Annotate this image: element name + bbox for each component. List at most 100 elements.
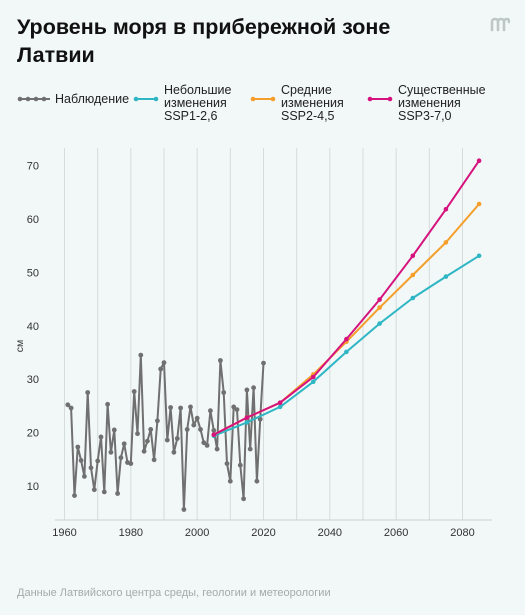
y-axis-label: см (14, 340, 26, 352)
x-tick-label: 2080 (450, 527, 474, 539)
data-point (377, 297, 382, 302)
chart-grid (55, 148, 492, 521)
data-point (111, 427, 117, 433)
y-tick-label: 30 (27, 374, 39, 386)
chart-title: Уровень моря в прибережной зоне Латвии (17, 15, 391, 67)
legend-label-line: Наблюдение (55, 92, 130, 106)
data-point (121, 441, 127, 447)
data-point (214, 446, 220, 452)
x-tick-label: 2000 (185, 527, 209, 539)
data-point (277, 400, 283, 406)
data-point (168, 405, 174, 410)
chart-series (65, 158, 482, 512)
data-point (198, 427, 203, 432)
legend-label-line: изменения (164, 96, 227, 110)
series-ssp370 (211, 158, 482, 438)
legend-label-line: изменения (398, 96, 461, 110)
data-point (181, 507, 187, 512)
source-note: Данные Латвийского центра среды, геологи… (17, 587, 331, 599)
data-point (377, 321, 382, 326)
data-point (241, 496, 247, 502)
legend-marker-ssp126 (133, 96, 159, 102)
legend-label-line: SSP2-4,5 (281, 109, 335, 123)
data-point (277, 404, 283, 410)
data-point (68, 405, 74, 411)
sea-level-chart: 10 20 30 40 50 60 70 1960 1980 2000 2020 2040 2060 2… (14, 148, 492, 539)
data-point (257, 416, 263, 422)
legend-label-line: SSP3-7,0 (398, 109, 452, 123)
legend-label: Средние изменения SSP2-4,5 (281, 84, 344, 123)
data-point (101, 489, 107, 495)
data-point (128, 461, 134, 466)
data-point (221, 390, 227, 395)
data-point (184, 427, 190, 432)
data-point (410, 272, 416, 278)
y-tick-label: 20 (27, 428, 39, 440)
x-tick-label: 2060 (384, 527, 408, 539)
data-point (227, 478, 233, 484)
data-point (91, 487, 97, 493)
data-point (151, 457, 157, 463)
data-point (261, 360, 266, 366)
x-tick-label: 2040 (318, 527, 342, 539)
legend-label: Существенные изменения SSP3-7,0 (398, 84, 486, 123)
data-point (88, 465, 94, 471)
legend-label-line: Существенные (398, 83, 486, 97)
data-point (244, 415, 250, 420)
data-point (244, 387, 250, 393)
data-point (211, 432, 217, 438)
data-point (158, 366, 164, 372)
data-point (476, 253, 482, 259)
y-tick-label: 70 (27, 161, 39, 173)
data-point (148, 427, 154, 432)
x-tick-label: 1960 (52, 527, 76, 539)
data-point (311, 374, 316, 380)
series-obs (65, 352, 266, 512)
data-point (141, 448, 147, 454)
data-point (155, 418, 160, 424)
legend-marker-observation (17, 96, 50, 102)
data-point (131, 389, 137, 394)
data-point (135, 431, 140, 437)
data-point (443, 274, 449, 279)
data-point (231, 404, 237, 410)
legend-label-line: изменения (281, 96, 344, 110)
data-point (410, 295, 416, 301)
data-point (443, 207, 449, 212)
legend-marker-ssp245 (250, 96, 276, 102)
data-point (237, 462, 243, 468)
data-point (72, 493, 77, 498)
y-tick-label: 60 (27, 214, 39, 226)
data-point (211, 428, 217, 433)
data-point (191, 422, 197, 428)
data-point (244, 420, 250, 425)
data-point (344, 349, 349, 355)
series-line-obs (67, 354, 265, 511)
data-point (161, 360, 167, 365)
legend-marker-ssp370 (367, 96, 393, 102)
y-axis: 10 20 30 40 50 60 70 (27, 161, 39, 494)
data-point (188, 404, 193, 410)
legend-label: Небольшие изменения SSP1-2,6 (164, 84, 231, 123)
data-point (218, 358, 223, 363)
data-point (108, 449, 114, 455)
data-point (410, 253, 416, 259)
y-tick-label: 50 (27, 267, 39, 279)
chart-legend: Наблюдение Небольшие изменения SSP1-2,6 … (0, 84, 525, 134)
data-point (75, 444, 81, 450)
data-point (145, 438, 150, 444)
legend-label-line: Средние (281, 83, 332, 97)
x-tick-label: 2020 (251, 527, 275, 539)
data-point (254, 478, 260, 484)
data-point (234, 407, 240, 412)
data-point (251, 385, 256, 391)
data-point (138, 352, 144, 358)
legend-label-line: Небольшие (164, 83, 232, 97)
data-point (443, 240, 449, 245)
data-point (164, 437, 170, 443)
data-point (476, 201, 482, 207)
data-point (204, 443, 210, 448)
x-tick-label: 1980 (119, 527, 143, 539)
y-tick-label: 10 (27, 481, 39, 493)
data-point (95, 458, 101, 464)
